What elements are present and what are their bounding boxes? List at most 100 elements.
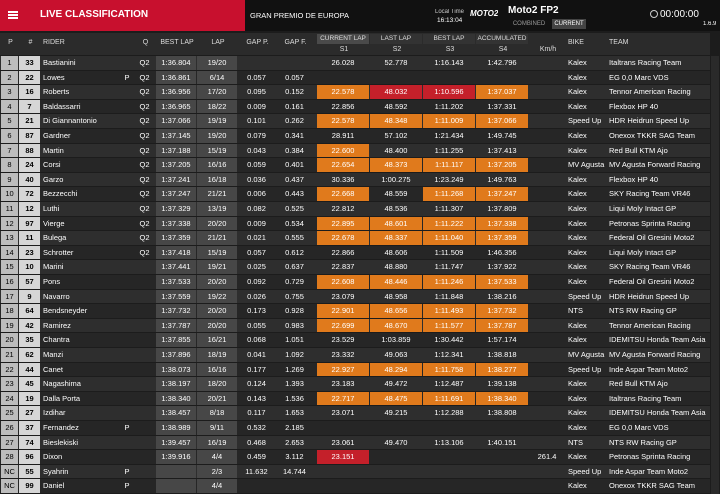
table-cell: MV Agusta [568, 350, 605, 359]
table-cell: 0.021 [247, 233, 266, 243]
table-cell: 1:37.037 [476, 85, 528, 99]
column-header: BEST LAP [160, 39, 194, 46]
table-cell: 88 [19, 143, 40, 158]
table-cell: 1:37.247 [476, 187, 528, 201]
table-cell: MV Agusta Forward Racing [609, 160, 701, 170]
table-cell: Gardner [43, 131, 71, 140]
table-cell: 15/19 [197, 245, 237, 260]
table-cell: NTS RW Racing GP [609, 306, 677, 316]
table-cell: 1:36.956 [156, 85, 196, 99]
table-cell: 48.880 [384, 262, 408, 272]
table-cell: Chantra [43, 335, 70, 345]
table-cell: 20 [1, 333, 18, 347]
table-cell: 22.895 [317, 216, 369, 231]
local-time-label: Local Time [435, 9, 465, 15]
table-cell: 1:37.338 [476, 216, 528, 231]
table-cell: 1:49.763 [487, 174, 517, 184]
table-cell: 0.384 [285, 145, 304, 155]
table-cell: 1 [1, 56, 18, 70]
table-cell: 1:37.145 [156, 129, 196, 143]
column-header: S1 [339, 46, 349, 53]
table-cell: 23 [19, 245, 40, 260]
table-cell: Petronas Sprinta Racing [609, 452, 691, 462]
table-cell: 48.032 [370, 85, 422, 99]
table-cell: 1:37.732 [476, 304, 528, 318]
table-cell: 1:37.896 [156, 348, 196, 362]
table-cell: NTS [568, 306, 583, 316]
table-cell: 96 [19, 450, 40, 464]
table-cell: Ramirez [43, 320, 71, 330]
table-cell: 22.927 [317, 362, 369, 377]
column-header: Km/h [539, 46, 557, 53]
table-cell: 48.348 [370, 114, 422, 128]
table-cell: 22.717 [317, 391, 369, 406]
table-cell: 0.928 [285, 306, 304, 316]
table-cell: HDR Heidrun Speed Up [609, 291, 690, 301]
table-cell: 0.555 [285, 233, 304, 243]
table-cell: Kalex [568, 481, 587, 491]
table-cell: NC [1, 464, 18, 479]
table-cell: Q2 [139, 218, 150, 228]
table-cell: 20/21 [197, 391, 237, 406]
table-cell: 1:37.418 [156, 245, 196, 260]
lap-mode-button[interactable]: LAST LAP [370, 34, 422, 44]
scrollbar[interactable] [711, 56, 719, 494]
table-cell: 0.262 [285, 116, 304, 126]
table-cell: Corsi [43, 160, 61, 170]
session-name: Moto2 FP2 [508, 5, 559, 16]
table-cell: 1:03.859 [381, 335, 411, 345]
lap-mode-button[interactable]: ACCUMULATED [476, 34, 528, 44]
table-cell: Baldassarri [43, 101, 81, 111]
table-cell: 1:40.151 [487, 437, 517, 447]
table-cell: 1:37.441 [156, 260, 196, 274]
table-cell: 0.092 [247, 277, 266, 286]
clock: 00:00:00 [660, 9, 699, 20]
table-cell: 7 [19, 99, 40, 114]
table-cell: 1:10.596 [423, 85, 475, 99]
table-cell: 12 [1, 216, 18, 231]
table-cell: IDEMITSU Honda Team Asia [609, 408, 706, 418]
table-cell: MV Agusta Forward Racing [609, 350, 701, 359]
table-cell: Q2 [139, 233, 150, 243]
table-cell: Q2 [139, 247, 150, 257]
column-header: Q [142, 39, 149, 46]
column-header: S2 [392, 46, 402, 53]
table-cell: 1:38.216 [487, 291, 517, 301]
table-cell: 45 [19, 377, 40, 391]
table-cell: 0.532 [247, 423, 266, 432]
table-cell: IDEMITSU Honda Team Asia [609, 335, 706, 345]
table-cell: 48.601 [370, 216, 422, 231]
table-cell: Vierge [43, 218, 65, 228]
table-cell: P [124, 481, 130, 491]
table-cell: Di Giannantonio [43, 116, 97, 126]
table-cell: 0.079 [247, 131, 266, 140]
column-header: GAP P. [246, 39, 269, 46]
menu-button[interactable] [8, 9, 20, 21]
table-cell: Speed Up [568, 291, 602, 301]
table-cell: 1:13.106 [434, 437, 464, 447]
table-cell: 19/19 [197, 114, 237, 128]
mode-button[interactable]: COMBINED [512, 21, 546, 27]
table-cell: 5 [1, 114, 18, 128]
table-cell: 22.600 [317, 143, 369, 158]
table-cell: Bulega [43, 233, 67, 243]
table-cell: HDR Heidrun Speed Up [609, 116, 690, 126]
mode-button[interactable]: CURRENT [552, 19, 586, 29]
table-cell: 22 [1, 362, 18, 377]
table-cell: 48.559 [384, 189, 408, 199]
table-cell: 0.534 [285, 218, 304, 228]
lap-mode-button[interactable]: BEST LAP [423, 34, 475, 44]
table-cell: 28 [1, 450, 18, 464]
table-cell: 22.837 [331, 262, 355, 272]
table-cell: 1:37.359 [156, 231, 196, 245]
table-cell: Red Bull KTM Ajo [609, 145, 668, 155]
table-cell: 1:38.197 [156, 377, 196, 391]
table-cell: 1:11.255 [434, 145, 464, 155]
lap-mode-button[interactable]: CURRENT LAP [317, 34, 369, 44]
table-cell: 1:21.434 [434, 131, 464, 140]
table-cell: Speed Up [568, 466, 602, 476]
table-cell: 1:37.413 [487, 145, 517, 155]
table-cell: Kalex [568, 452, 587, 462]
table-cell: 49.470 [384, 437, 408, 447]
table-cell: Q2 [139, 204, 150, 213]
